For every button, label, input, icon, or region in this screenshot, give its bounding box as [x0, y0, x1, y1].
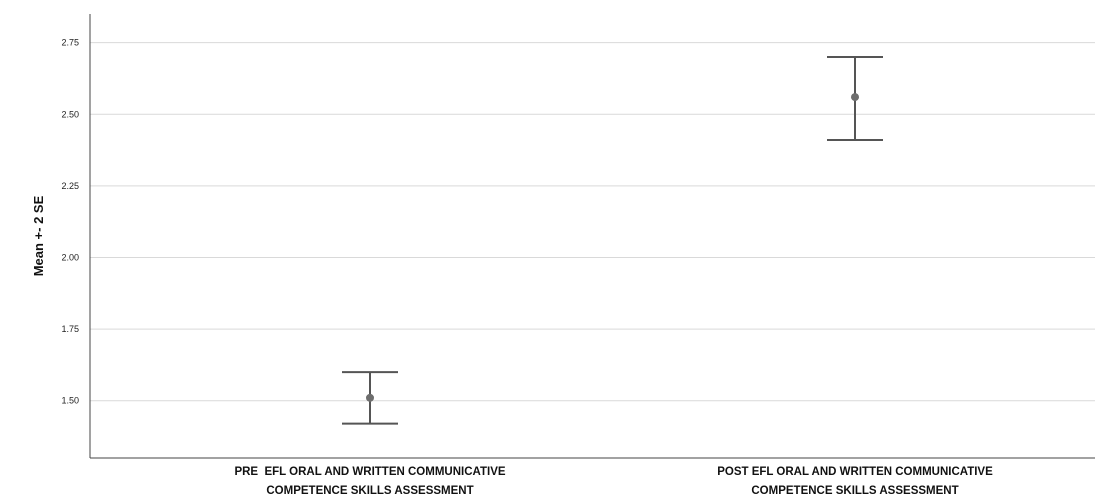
y-tick-labels: 1.50 1.75 2.00 2.25 2.50 2.75 — [61, 38, 79, 406]
category-label-line1: POST EFL ORAL AND WRITTEN COMMUNICATIVE — [717, 466, 993, 478]
mean-marker — [366, 393, 374, 402]
grid-layer — [90, 42, 1095, 402]
error-bar-group — [342, 371, 398, 425]
y-axis-title: Mean +- 2 SE — [31, 195, 46, 276]
mean-marker — [851, 93, 859, 102]
y-tick-label: 2.00 — [61, 252, 79, 262]
category-label-line1: PRE EFL ORAL AND WRITTEN COMMUNICATIVE — [234, 466, 505, 478]
category-label-line2: COMPETENCE SKILLS ASSESSMENT — [751, 485, 958, 497]
y-tick-label: 2.50 — [61, 109, 79, 119]
error-bar-group — [827, 55, 883, 142]
y-tick-label: 2.25 — [61, 181, 79, 191]
y-tick-label: 1.75 — [61, 324, 79, 334]
data-layer — [342, 55, 883, 425]
category-label-line2: COMPETENCE SKILLS ASSESSMENT — [266, 485, 473, 497]
category-labels: PRE EFL ORAL AND WRITTEN COMMUNICATIVE CO… — [234, 466, 993, 497]
y-tick-label: 1.50 — [61, 396, 79, 406]
y-tick-label: 2.75 — [61, 38, 79, 48]
axis-layer — [89, 14, 1095, 459]
